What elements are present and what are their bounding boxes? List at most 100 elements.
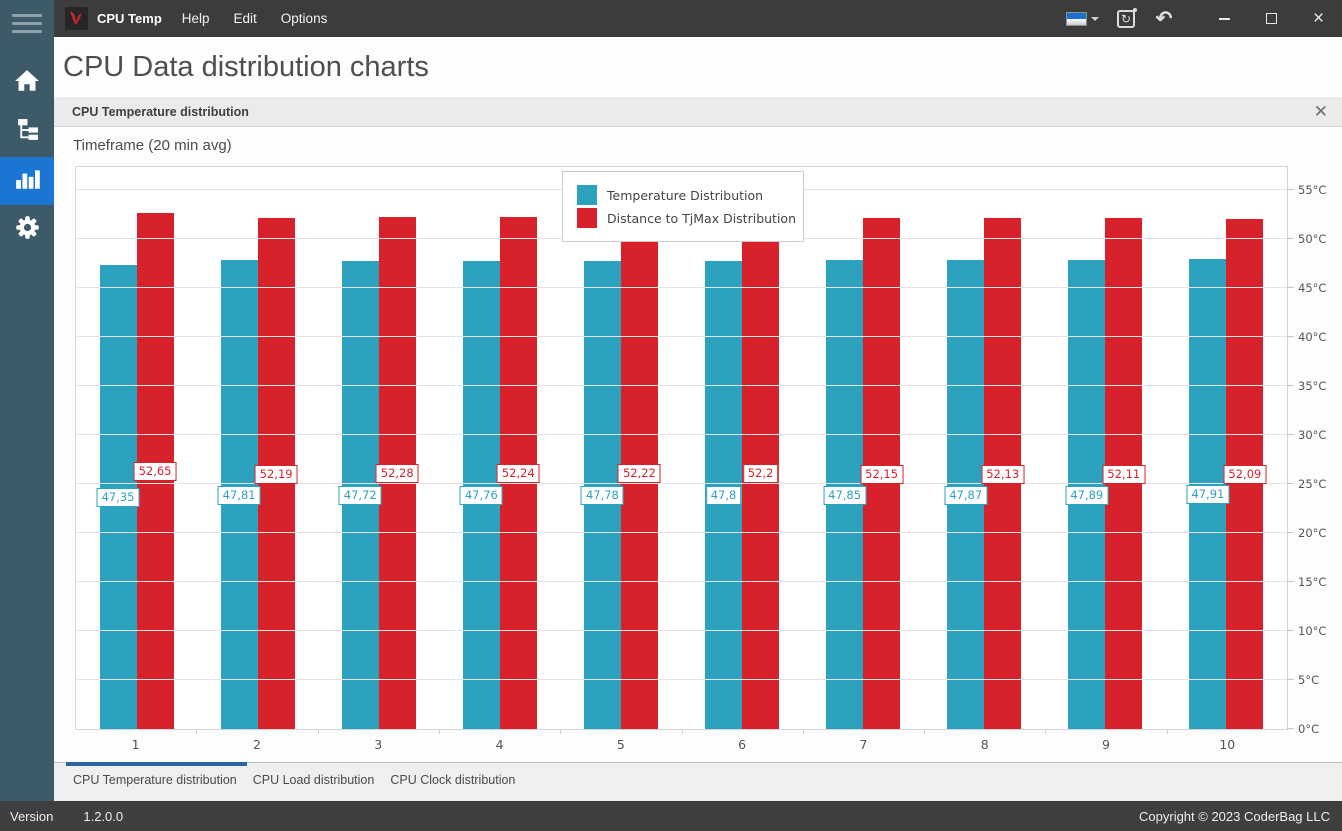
maximize-button[interactable] [1248, 0, 1295, 37]
bar-group-6: 47,8 52,2 [681, 167, 802, 729]
x-axis-label: 7 [859, 737, 868, 752]
bar-value-label: 47,72 [338, 486, 382, 505]
undo-icon: ↶ [1155, 7, 1173, 30]
x-axis-label: 5 [616, 737, 625, 752]
main-content: CPU Data distribution charts CPU Tempera… [54, 37, 1342, 762]
timeframe-label: Timeframe (20 min avg) [73, 137, 232, 154]
sidebar-item-settings[interactable] [0, 206, 54, 254]
menu-icon[interactable] [0, 14, 54, 58]
y-axis-label: 30°C [1298, 428, 1327, 442]
menu-edit[interactable]: Edit [233, 11, 257, 26]
panel-close-icon[interactable]: ✕ [1313, 102, 1328, 121]
sidebar-item-charts[interactable] [0, 157, 54, 205]
gridline [76, 581, 1287, 582]
tab-cpu-temperature-distribution[interactable]: CPU Temperature distribution [73, 773, 237, 787]
y-axis-label: 0°C [1298, 722, 1320, 736]
y-axis-label: 10°C [1298, 624, 1327, 638]
bar-series1-cat5: 52,22 [617, 217, 661, 729]
bar-series0-cat10: 47,91 [1186, 259, 1230, 729]
bar-value-label: 47,91 [1186, 485, 1230, 504]
panel-title: CPU Temperature distribution [72, 104, 249, 119]
x-axis-tick [317, 730, 319, 734]
y-axis-label: 15°C [1298, 575, 1327, 589]
chart-legend: Temperature Distribution Distance to TjM… [562, 171, 804, 242]
chart-tab-bar: CPU Temperature distribution CPU Load di… [54, 762, 1342, 801]
y-axis-tick [1287, 630, 1294, 631]
bar-group-7: 47,85 52,15 [803, 167, 924, 729]
close-icon: × [1312, 8, 1325, 29]
bar-value-label: 52,2 [742, 464, 779, 483]
menu-bar: Help Edit Options [170, 2, 340, 35]
bar-value-label: 52,19 [254, 464, 298, 484]
bar-series0-cat2: 47,81 [217, 260, 261, 729]
bar-series0-cat5: 47,78 [580, 261, 624, 729]
bar-value-label: 47,8 [705, 486, 742, 505]
x-axis-tick [196, 730, 198, 734]
menu-help[interactable]: Help [181, 11, 210, 26]
x-axis-tick [1166, 730, 1168, 734]
tab-cpu-load-distribution[interactable]: CPU Load distribution [252, 773, 375, 787]
bar-series1-cat2: 52,19 [254, 218, 298, 729]
y-axis-tick [1287, 679, 1294, 680]
bar-group-3: 47,72 52,28 [318, 167, 439, 729]
x-axis-tick [924, 730, 926, 734]
gridline [76, 483, 1287, 484]
app-title: CPU Temp [97, 11, 162, 26]
y-axis-tick [1287, 189, 1294, 190]
bar-value-label: 47,89 [1065, 485, 1109, 505]
menu-options[interactable]: Options [280, 11, 328, 26]
x-axis-label: 1 [131, 737, 140, 752]
minimize-button[interactable] [1201, 0, 1248, 37]
gear-icon [14, 214, 41, 246]
y-axis-label: 25°C [1298, 477, 1327, 491]
x-axis-tick [438, 730, 440, 734]
sidebar-item-sensors[interactable] [0, 108, 54, 156]
bar-series1-cat4: 52,24 [496, 217, 540, 729]
bar-value-label: 47,85 [823, 485, 867, 505]
active-tab-indicator [66, 762, 247, 766]
y-axis-tick [1287, 434, 1294, 435]
y-axis-label: 20°C [1298, 526, 1327, 540]
x-axis-label: 2 [252, 737, 261, 752]
bar-series1-cat6: 52,2 [742, 217, 780, 729]
sidebar-item-home[interactable] [0, 59, 54, 107]
bar-value-label: 52,15 [860, 464, 904, 484]
bar-group-10: 47,91 52,09 [1166, 167, 1287, 729]
bar-series1-cat9: 52,11 [1102, 218, 1146, 729]
bar-group-9: 47,89 52,11 [1045, 167, 1166, 729]
bar-series0-cat3: 47,72 [338, 261, 382, 729]
legend-swatch-temperature [577, 185, 597, 205]
gridline [76, 385, 1287, 386]
language-selector[interactable] [1058, 11, 1107, 26]
bar-value-label: 47,76 [459, 486, 503, 505]
language-flag-icon [1066, 11, 1087, 26]
tree-view-icon [15, 117, 40, 147]
gridline [76, 434, 1287, 435]
undo-button[interactable]: ↶ [1145, 0, 1183, 37]
bar-series1-cat3: 52,28 [375, 217, 419, 729]
bar-value-label: 52,24 [496, 464, 540, 483]
x-axis-tick [1045, 730, 1047, 734]
legend-label: Distance to TjMax Distribution [607, 210, 797, 226]
y-axis-tick [1287, 532, 1294, 533]
x-axis-label: 3 [374, 737, 383, 752]
y-axis-tick [1287, 483, 1294, 484]
bar-group-2: 47,81 52,19 [197, 167, 318, 729]
x-axis-label: 10 [1219, 737, 1236, 752]
bar-value-label: 47,81 [217, 485, 261, 505]
bar-value-label: 47,78 [580, 486, 624, 505]
bar-value-label: 47,87 [944, 485, 988, 505]
bar-value-label: 52,11 [1102, 464, 1146, 484]
legend-label: Temperature Distribution [607, 187, 764, 203]
bar-series0-cat8: 47,87 [944, 260, 988, 729]
refresh-button[interactable]: ↻ [1107, 0, 1145, 37]
bar-series0-cat6: 47,8 [705, 261, 743, 729]
tab-cpu-clock-distribution[interactable]: CPU Clock distribution [390, 773, 516, 787]
panel-body: Timeframe (20 min avg) 47,35 52,65 47,81 52… [54, 137, 1342, 760]
x-axis-label: 9 [1102, 737, 1110, 752]
legend-item: Temperature Distribution [577, 185, 803, 205]
y-axis-label: 5°C [1298, 673, 1320, 687]
close-button[interactable]: × [1295, 0, 1342, 37]
x-axis-tick [681, 730, 683, 734]
refresh-icon: ↻ [1117, 7, 1137, 28]
